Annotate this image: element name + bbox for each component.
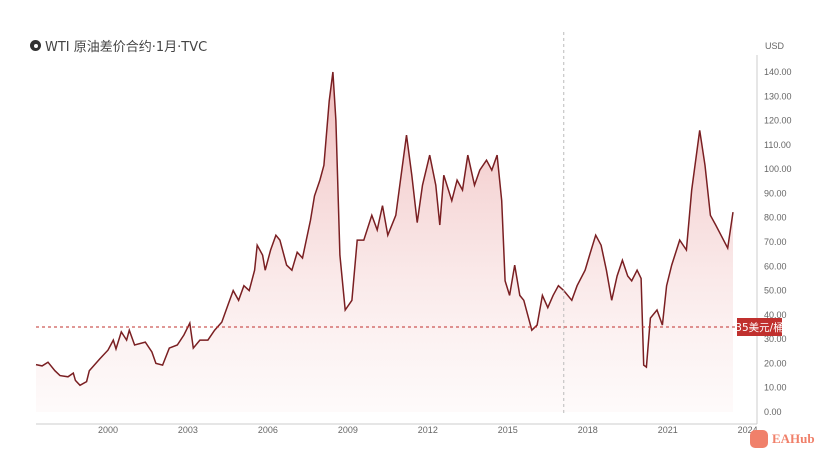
x-tick-label: 2003 (178, 425, 198, 435)
price-area (36, 72, 733, 412)
y-tick-label: 50.00 (764, 286, 787, 296)
x-tick-label: 2015 (498, 425, 518, 435)
x-tick-label: 2018 (578, 425, 598, 435)
symbol-icon (30, 40, 41, 51)
logo-icon (750, 430, 768, 448)
x-tick-label: 2000 (98, 425, 118, 435)
y-tick-label: 90.00 (764, 188, 787, 198)
x-tick-label: 2006 (258, 425, 278, 435)
x-tick-label: 2009 (338, 425, 358, 435)
y-tick-label: 120.00 (764, 116, 792, 126)
y-tick-label: 60.00 (764, 261, 787, 271)
x-tick-label: 2024 (738, 425, 758, 435)
y-tick-label: 40.00 (764, 310, 787, 320)
eahub-logo: EAHub (750, 430, 815, 448)
y-tick-label: 100.00 (764, 164, 792, 174)
x-tick-label: 2012 (418, 425, 438, 435)
y-tick-label: 0.00 (764, 407, 782, 417)
chart-title-text: WTI 原油差价合约·1月·TVC (45, 40, 208, 55)
y-tick-label: 20.00 (764, 358, 787, 368)
y-tick-label: 130.00 (764, 91, 792, 101)
y-axis-unit: USD (765, 41, 785, 51)
y-tick-label: 70.00 (764, 237, 787, 247)
y-tick-label: 140.00 (764, 67, 792, 77)
y-tick-label: 30.00 (764, 334, 787, 344)
reference-label: 35美元/桶 (735, 321, 783, 334)
y-tick-label: 10.00 (764, 383, 787, 393)
y-tick-label: 80.00 (764, 213, 787, 223)
price-line (35, 71, 734, 387)
logo-text: EAHub (772, 431, 815, 446)
reference-label-box (737, 318, 782, 336)
y-tick-label: 110.00 (764, 140, 791, 150)
x-tick-label: 2021 (658, 425, 678, 435)
chart-title: WTI 原油差价合约·1月·TVC (30, 36, 207, 55)
